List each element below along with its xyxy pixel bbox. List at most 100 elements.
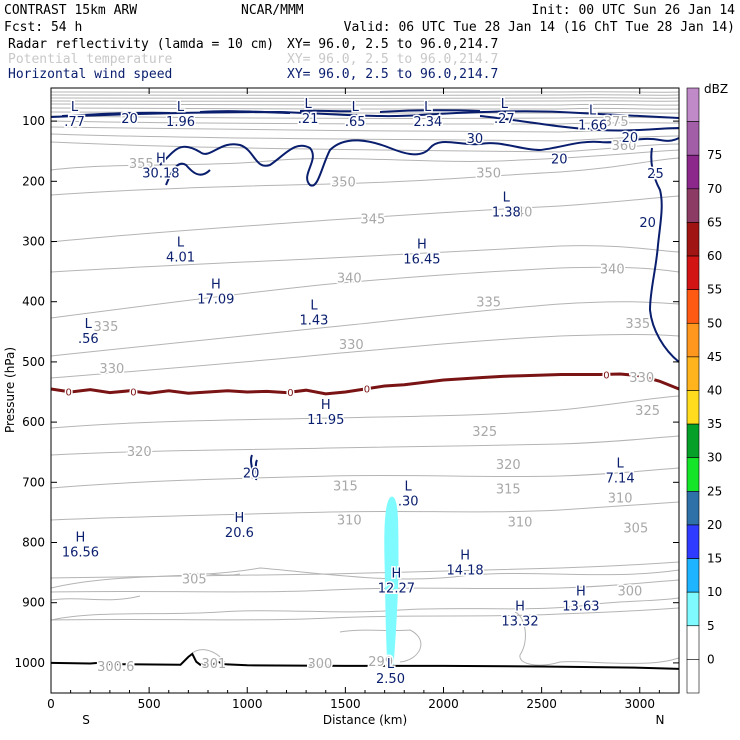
colorbar-label: 5 xyxy=(707,619,715,633)
extremum-value: 13.32 xyxy=(501,615,538,630)
colorbar-swatch xyxy=(686,659,700,694)
x-tick-label: 1000 xyxy=(232,697,263,711)
colorbar-swatch xyxy=(686,255,700,290)
field-wind-name: Horizontal wind speed xyxy=(8,67,172,82)
theta-contour-label: 335 xyxy=(625,317,650,332)
extremum-marker: L xyxy=(304,97,312,112)
colorbar-label: 20 xyxy=(707,518,722,532)
field-theta-xy: XY= 96.0, 2.5 to 96.0,214.7 xyxy=(287,52,498,67)
theta-contour-label: 355 xyxy=(129,157,154,172)
theta-contour-label: 350 xyxy=(476,166,501,181)
theta-contour-label: 320 xyxy=(496,458,521,473)
colorbar-label: 55 xyxy=(707,283,722,297)
colorbar-label: 40 xyxy=(707,384,722,398)
y-tick-label: 700 xyxy=(22,475,45,489)
colorbar-swatch xyxy=(686,524,700,559)
wind-contour-label: 20 xyxy=(639,216,656,231)
x-axis: 0 500 1000 1500 2000 2500 3000 xyxy=(47,88,660,711)
extremum-marker: L xyxy=(617,456,625,471)
field-wind-xy: XY= 96.0, 2.5 to 96.0,214.7 xyxy=(287,67,498,82)
extremum-value: 1.66 xyxy=(578,119,607,134)
theta-contour-label: 315 xyxy=(333,479,358,494)
extremum-marker: H xyxy=(321,398,331,413)
theta-contour-label: 350 xyxy=(331,175,356,190)
extremum-value: 12.27 xyxy=(378,582,415,597)
wind-contour-label: 20 xyxy=(243,467,260,482)
y-tick-label: 100 xyxy=(22,114,45,128)
field-reflectivity-name: Radar reflectivity (lamda = 10 cm) xyxy=(8,37,274,52)
theta-isentropes xyxy=(51,149,679,621)
theta-contour-label: 335 xyxy=(94,320,119,335)
wind-contour-label: 20 xyxy=(551,152,568,167)
theta-contour-label: 340 xyxy=(600,263,625,278)
colorbar-label: 15 xyxy=(707,552,722,566)
theta-contour-label: 325 xyxy=(635,404,660,419)
theta-contour-label: 305 xyxy=(182,573,207,588)
x-tick-label: 2500 xyxy=(526,697,557,711)
theta-contour-label: 330 xyxy=(99,362,124,377)
colorbar-swatch xyxy=(686,491,700,526)
extremum-marker: L xyxy=(387,657,395,672)
colorbar-unit: dBZ xyxy=(704,82,728,96)
colorbar-swatch xyxy=(686,322,700,358)
extremum-value: .27 xyxy=(494,112,515,127)
colorbar-label: 25 xyxy=(707,484,722,498)
zero-c-label: 0 xyxy=(130,387,136,398)
extremum-marker: H xyxy=(76,531,86,546)
forecast-hour: Fcst: 54 h xyxy=(4,20,82,35)
y-tick-label: 800 xyxy=(22,536,45,550)
zero-c-label: 0 xyxy=(603,370,609,381)
y-tick-label: 200 xyxy=(22,174,45,188)
theta-contour-label: 301 xyxy=(201,657,226,672)
x-tick-label: 0 xyxy=(47,697,55,711)
theta-contour-label: 300.6 xyxy=(97,660,134,675)
theta-contour-label: 300 xyxy=(618,585,643,600)
wind-contour-label: 20 xyxy=(121,112,138,127)
colorbar-swatch xyxy=(686,356,700,391)
colorbar-label: 0 xyxy=(707,652,715,666)
wind-contour-label: 25 xyxy=(647,167,664,182)
extremum-value: 2.50 xyxy=(376,672,405,687)
extremum-marker: H xyxy=(211,278,221,293)
zero-c-label: 0 xyxy=(287,388,293,399)
x-axis-title: Distance (km) xyxy=(323,713,407,727)
extremum-value: 16.45 xyxy=(403,252,440,267)
y-tick-label: 1000 xyxy=(14,656,45,670)
south-end-label: S xyxy=(82,713,90,727)
x-tick-label: 3000 xyxy=(624,697,655,711)
extremum-value: 1.43 xyxy=(299,314,328,329)
theta-contour-label: 345 xyxy=(360,213,385,228)
theta-contour-label: 330 xyxy=(629,371,654,386)
colorbar-label: 30 xyxy=(707,451,722,465)
extremum-marker: H xyxy=(417,237,427,252)
extremum-marker: L xyxy=(352,100,360,115)
field-theta-name: Potential temperature xyxy=(8,52,173,67)
extremum-marker: H xyxy=(576,585,586,600)
extremum-value: .56 xyxy=(78,332,99,347)
colorbar-swatch xyxy=(686,457,700,492)
init-time: Init: 00 UTC Sun 26 Jan 14 xyxy=(532,3,736,18)
theta-contour-label: 340 xyxy=(508,205,533,220)
extremum-marker: L xyxy=(405,479,413,494)
plot-layers xyxy=(51,91,679,670)
colorbar-swatch xyxy=(686,423,700,459)
colorbar-label: 70 xyxy=(707,182,722,196)
colorbar-swatch xyxy=(686,289,700,324)
extremum-marker: H xyxy=(515,600,525,615)
extremum-value: .30 xyxy=(398,494,419,509)
y-tick-label: 400 xyxy=(22,295,45,309)
colorbar-swatch xyxy=(686,625,700,660)
theta-contour-label: 375 xyxy=(604,115,629,130)
y-tick-label: 900 xyxy=(22,596,45,610)
theta-contour-label: 300 xyxy=(307,657,332,672)
colorbar-label: 60 xyxy=(707,249,722,263)
extremum-marker: H xyxy=(460,549,470,564)
extremum-value: 7.14 xyxy=(606,471,635,486)
model-title: CONTRAST 15km ARW xyxy=(4,3,137,18)
extremum-value: 17.09 xyxy=(197,293,234,308)
extremum-marker: L xyxy=(310,299,318,314)
colorbar-swatch xyxy=(686,390,700,425)
extremum-marker: H xyxy=(235,511,245,526)
extremum-value: 20.6 xyxy=(225,526,254,541)
